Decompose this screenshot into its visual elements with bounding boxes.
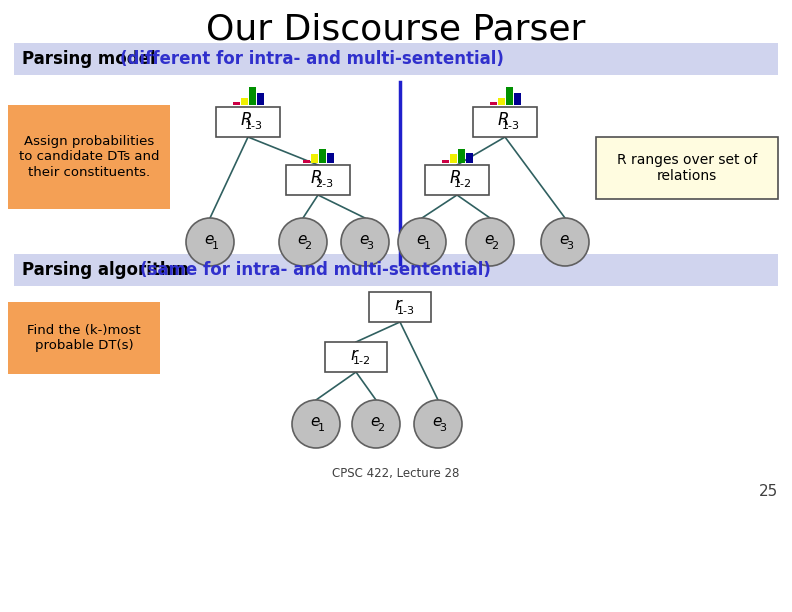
Bar: [466, 153, 473, 163]
Text: e: e: [360, 233, 369, 247]
Text: e: e: [371, 414, 379, 430]
Text: R: R: [497, 111, 508, 129]
Circle shape: [186, 218, 234, 266]
Text: r: r: [394, 296, 402, 314]
Bar: [497, 98, 505, 105]
Circle shape: [541, 218, 589, 266]
Text: 2: 2: [304, 241, 311, 251]
Bar: [505, 87, 512, 105]
Text: 1: 1: [211, 241, 219, 251]
Text: (different for intra- and multi-sentential): (different for intra- and multi-sententi…: [120, 50, 504, 68]
Bar: [326, 153, 333, 163]
Text: e: e: [297, 233, 307, 247]
Bar: [303, 160, 310, 163]
Text: 1-3: 1-3: [245, 121, 263, 131]
Text: 2-3: 2-3: [315, 179, 333, 189]
Text: 1-3: 1-3: [397, 306, 415, 316]
Bar: [325, 342, 387, 372]
Bar: [249, 87, 256, 105]
Circle shape: [279, 218, 327, 266]
Circle shape: [398, 218, 446, 266]
Bar: [310, 154, 318, 163]
Text: Parsing model: Parsing model: [22, 50, 162, 68]
Bar: [216, 107, 280, 137]
Bar: [14, 254, 778, 286]
FancyBboxPatch shape: [596, 137, 778, 199]
Text: 1-3: 1-3: [502, 121, 520, 131]
Text: R ranges over set of
relations: R ranges over set of relations: [617, 153, 757, 183]
Text: 1-2: 1-2: [353, 356, 371, 366]
FancyBboxPatch shape: [8, 105, 170, 209]
Text: e: e: [559, 233, 569, 247]
Text: e: e: [204, 233, 214, 247]
Bar: [241, 98, 247, 105]
Text: CPSC 422, Lecture 28: CPSC 422, Lecture 28: [333, 468, 459, 480]
Bar: [458, 149, 464, 163]
Text: 1: 1: [424, 241, 431, 251]
Bar: [425, 165, 489, 195]
Text: (same for intra- and multi-sentential): (same for intra- and multi-sentential): [140, 261, 491, 279]
Bar: [318, 149, 326, 163]
Text: 3: 3: [367, 241, 374, 251]
Bar: [14, 43, 778, 75]
Text: Parsing algorithm: Parsing algorithm: [22, 261, 195, 279]
Text: Assign probabilities
to candidate DTs and
their constituents.: Assign probabilities to candidate DTs an…: [19, 135, 159, 179]
Circle shape: [341, 218, 389, 266]
Text: 3: 3: [440, 423, 447, 433]
Bar: [369, 292, 431, 322]
Text: R: R: [449, 169, 461, 187]
Text: r: r: [351, 346, 357, 364]
Text: e: e: [310, 414, 320, 430]
Circle shape: [352, 400, 400, 448]
Circle shape: [292, 400, 340, 448]
Bar: [489, 102, 497, 105]
Text: 1: 1: [318, 423, 325, 433]
Text: R: R: [310, 169, 322, 187]
Bar: [286, 165, 350, 195]
Text: R: R: [240, 111, 252, 129]
Text: e: e: [432, 414, 442, 430]
Bar: [441, 160, 448, 163]
Bar: [473, 107, 537, 137]
Text: Find the (k-)most
probable DT(s): Find the (k-)most probable DT(s): [27, 324, 141, 352]
Text: e: e: [485, 233, 493, 247]
Circle shape: [414, 400, 462, 448]
Circle shape: [466, 218, 514, 266]
FancyBboxPatch shape: [8, 302, 160, 374]
Bar: [233, 102, 239, 105]
Text: 2: 2: [378, 423, 385, 433]
Bar: [450, 154, 456, 163]
Text: 2: 2: [492, 241, 498, 251]
Text: 25: 25: [759, 485, 778, 499]
Bar: [257, 93, 264, 105]
Text: 1-2: 1-2: [454, 179, 472, 189]
Text: Our Discourse Parser: Our Discourse Parser: [206, 12, 586, 46]
Text: e: e: [417, 233, 425, 247]
Bar: [513, 93, 520, 105]
Text: 3: 3: [566, 241, 573, 251]
